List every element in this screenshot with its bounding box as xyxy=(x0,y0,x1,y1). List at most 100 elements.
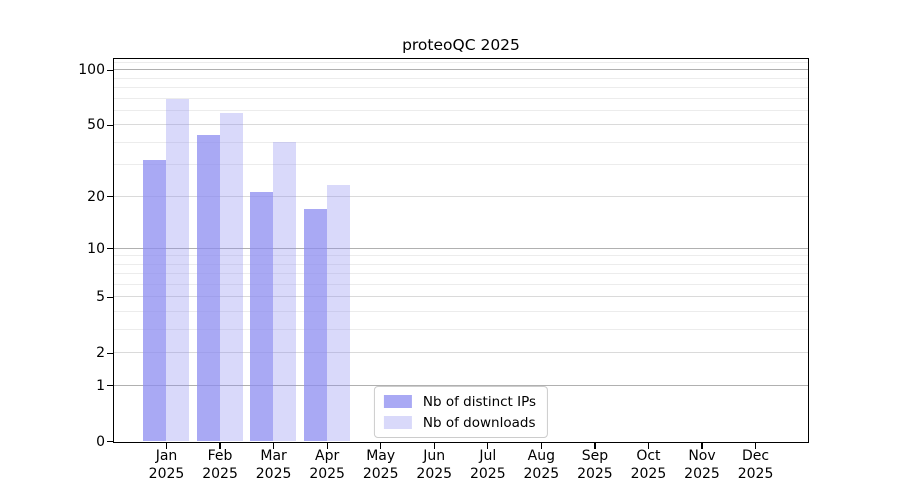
chart-title: proteoQC 2025 xyxy=(402,36,520,54)
y-tick-label-100: 100 xyxy=(78,62,105,79)
x-tick-mark xyxy=(701,443,703,449)
bar-ips-jan xyxy=(143,159,166,441)
legend-swatch-distinct-ips xyxy=(383,395,412,408)
legend-label-downloads: Nb of downloads xyxy=(422,414,536,431)
gridline-minor xyxy=(114,284,808,286)
x-tick-month: Mar xyxy=(260,448,287,464)
x-tick-label-jun: Jun 2025 xyxy=(416,447,452,483)
x-tick-label-nov: Nov 2025 xyxy=(684,447,720,483)
legend: Nb of distinct IPs Nb of downloads xyxy=(373,386,549,438)
x-tick-year: 2025 xyxy=(737,466,774,482)
x-tick-label-feb: Feb 2025 xyxy=(202,447,238,483)
x-tick-year: 2025 xyxy=(469,466,506,482)
x-tick-month: Dec xyxy=(741,448,770,464)
x-tick-mark xyxy=(326,443,328,449)
gridline-major xyxy=(114,124,808,126)
legend-label-distinct-ips: Nb of distinct IPs xyxy=(422,393,537,410)
x-tick-year: 2025 xyxy=(362,466,399,482)
gridline-minor xyxy=(114,97,808,99)
x-tick-year: 2025 xyxy=(577,466,613,482)
gridline-major xyxy=(114,195,808,197)
legend-entry-downloads: Nb of downloads xyxy=(383,413,536,432)
bar-ips-feb xyxy=(196,134,220,441)
x-tick-mark xyxy=(433,443,435,449)
x-tick-mark xyxy=(273,443,275,449)
gridline-major xyxy=(114,384,808,386)
legend-entry-distinct-ips: Nb of distinct IPs xyxy=(383,392,537,411)
x-tick-month: Aug xyxy=(527,448,556,464)
x-tick-label-jul: Jul 2025 xyxy=(470,447,506,483)
gridline-minor xyxy=(114,87,808,89)
x-tick-month: Jun xyxy=(423,448,446,464)
gridline-major xyxy=(114,296,808,298)
gridline-major xyxy=(114,352,808,354)
x-tick-mark xyxy=(487,443,489,449)
y-tick-label-2: 2 xyxy=(96,345,105,362)
bar-ips-mar xyxy=(250,192,274,441)
y-tick-mark xyxy=(107,440,113,443)
gridline-minor xyxy=(114,273,808,275)
x-tick-month: Apr xyxy=(315,448,340,464)
x-tick-month: Feb xyxy=(207,448,233,464)
x-tick-label-mar: Mar 2025 xyxy=(256,447,292,483)
x-tick-mark xyxy=(219,443,221,449)
x-tick-label-apr: Apr 2025 xyxy=(309,447,345,483)
x-tick-mark xyxy=(165,443,168,449)
bar-downloads-apr xyxy=(326,185,350,441)
y-tick-mark xyxy=(107,196,113,198)
y-tick-label-5: 5 xyxy=(96,289,105,306)
x-tick-mark xyxy=(594,443,596,449)
gridline-minor xyxy=(114,255,808,257)
x-tick-month: Nov xyxy=(688,448,716,464)
x-tick-year: 2025 xyxy=(309,466,345,482)
x-tick-year: 2025 xyxy=(416,466,453,482)
y-tick-label-50: 50 xyxy=(87,117,105,134)
gridline-minor xyxy=(114,329,808,331)
x-tick-month: Jul xyxy=(479,448,497,464)
gridline-major xyxy=(114,247,808,249)
x-tick-label-sep: Sep 2025 xyxy=(577,447,613,483)
x-tick-year: 2025 xyxy=(255,466,292,482)
y-tick-mark xyxy=(107,296,113,299)
x-tick-year: 2025 xyxy=(202,466,238,482)
y-tick-mark xyxy=(107,69,113,72)
bar-downloads-mar xyxy=(273,142,297,441)
x-tick-month: Sep xyxy=(581,448,609,464)
x-tick-year: 2025 xyxy=(523,466,560,482)
x-tick-month: May xyxy=(366,448,396,464)
plot-area: Nb of distinct IPs Nb of downloads xyxy=(113,58,809,443)
bar-ips-apr xyxy=(303,208,327,441)
x-tick-label-aug: Aug 2025 xyxy=(524,447,560,483)
x-tick-mark xyxy=(540,443,543,449)
x-tick-mark xyxy=(647,443,650,449)
y-tick-label-1: 1 xyxy=(96,377,105,394)
x-tick-label-dec: Dec 2025 xyxy=(738,447,774,483)
x-tick-month: Jan xyxy=(155,448,178,464)
y-tick-mark xyxy=(107,248,113,250)
x-tick-year: 2025 xyxy=(148,466,185,482)
gridline-minor xyxy=(114,141,808,143)
y-tick-mark xyxy=(107,385,113,387)
x-tick-mark xyxy=(380,443,382,449)
y-tick-label-0: 0 xyxy=(96,433,105,450)
x-tick-month: Oct xyxy=(636,448,661,464)
gridline-major xyxy=(114,69,808,71)
gridline-minor xyxy=(114,263,808,265)
y-tick-mark xyxy=(107,124,113,127)
x-tick-label-may: May 2025 xyxy=(363,447,399,483)
gridline-minor xyxy=(114,164,808,166)
gridline-minor xyxy=(114,311,808,313)
x-tick-label-oct: Oct 2025 xyxy=(631,447,667,483)
gridline-minor xyxy=(114,109,808,111)
bar-downloads-feb xyxy=(219,113,243,441)
legend-swatch-downloads xyxy=(383,416,412,429)
gridline-minor xyxy=(114,77,808,79)
y-tick-label-20: 20 xyxy=(87,188,105,205)
x-tick-mark xyxy=(754,443,757,449)
y-tick-mark xyxy=(107,352,113,354)
x-tick-label-jan: Jan 2025 xyxy=(149,447,185,483)
gridline-minor xyxy=(114,61,808,63)
bar-downloads-jan xyxy=(166,99,189,441)
y-tick-label-10: 10 xyxy=(87,240,105,257)
